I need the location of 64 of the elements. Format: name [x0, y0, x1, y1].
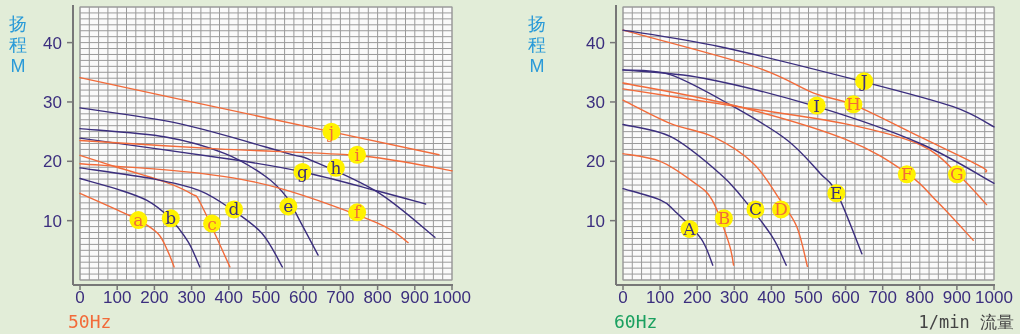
annotation: f: [353, 202, 362, 223]
x-tick-label: 400: [214, 288, 243, 307]
y-tick-label: 10: [586, 211, 605, 231]
x-tick-label: 0: [618, 288, 628, 307]
y-tick-label: 40: [586, 33, 605, 53]
x-tick-label: 200: [683, 288, 712, 307]
x-tick-label: 1000: [433, 288, 471, 307]
x-tick-label: 500: [251, 288, 281, 307]
x-tick-label: 600: [289, 288, 318, 307]
x-tick-label: 600: [831, 288, 860, 307]
y-tick-label: 20: [586, 152, 605, 172]
x-tick-label: 300: [720, 288, 749, 307]
line-series: [622, 29, 995, 128]
annotation: G: [950, 164, 964, 185]
line-series: [79, 167, 284, 268]
line-series: [622, 99, 809, 268]
annotation: b: [165, 208, 177, 229]
text: 50Hz: [68, 311, 112, 332]
y-tick-label: 30: [43, 92, 62, 112]
annotation: F: [900, 164, 913, 185]
y-axis-title: 扬程M: [528, 14, 546, 76]
y-tick-label: 10: [43, 211, 62, 231]
annotation: D: [774, 199, 788, 220]
annotation: e: [283, 196, 294, 217]
y-tick-label: 40: [43, 33, 62, 53]
annotation: J: [858, 71, 868, 92]
annotation: H: [845, 94, 861, 115]
annotation: g: [297, 161, 309, 182]
y-tick-label: 20: [43, 152, 62, 172]
text: 60Hz: [614, 311, 658, 332]
annotation: i: [354, 144, 361, 165]
x-tick-label: 1000: [975, 288, 1013, 307]
x-tick-label: 900: [400, 288, 429, 307]
x-tick-label: 800: [363, 288, 392, 307]
line-series: [79, 107, 436, 238]
annotation: E: [830, 183, 843, 204]
x-tick-label: 100: [103, 288, 132, 307]
y-tick-label: 30: [586, 92, 605, 112]
annotation: C: [748, 199, 762, 220]
x-tick-label: 500: [794, 288, 823, 307]
x-tick-label: 400: [757, 288, 786, 307]
annotation: c: [207, 213, 217, 234]
annotation: a: [133, 210, 144, 231]
line-series: [622, 123, 787, 266]
line-series: [622, 152, 735, 266]
x-tick-label: 800: [905, 288, 934, 307]
x-tick-label: 900: [942, 288, 972, 307]
annotation: I: [813, 95, 821, 116]
y-axis-title: 扬程M: [9, 14, 27, 76]
line-series: [79, 192, 175, 268]
x-tick-label: 700: [326, 288, 355, 307]
x-tick-label: 700: [868, 288, 897, 307]
x-axis-title: 1/min 流量: [918, 312, 1014, 332]
annotation: B: [717, 208, 731, 229]
x-tick-label: 200: [140, 288, 169, 307]
annotation: h: [330, 157, 342, 178]
annotation: j: [326, 121, 335, 142]
line-series: [79, 177, 201, 268]
annotation: d: [228, 199, 240, 220]
annotation: A: [682, 218, 697, 239]
x-tick-label: 100: [645, 288, 675, 307]
x-tick-label: 300: [177, 288, 206, 307]
x-tick-label: 0: [75, 288, 85, 307]
line-series: [622, 187, 714, 266]
